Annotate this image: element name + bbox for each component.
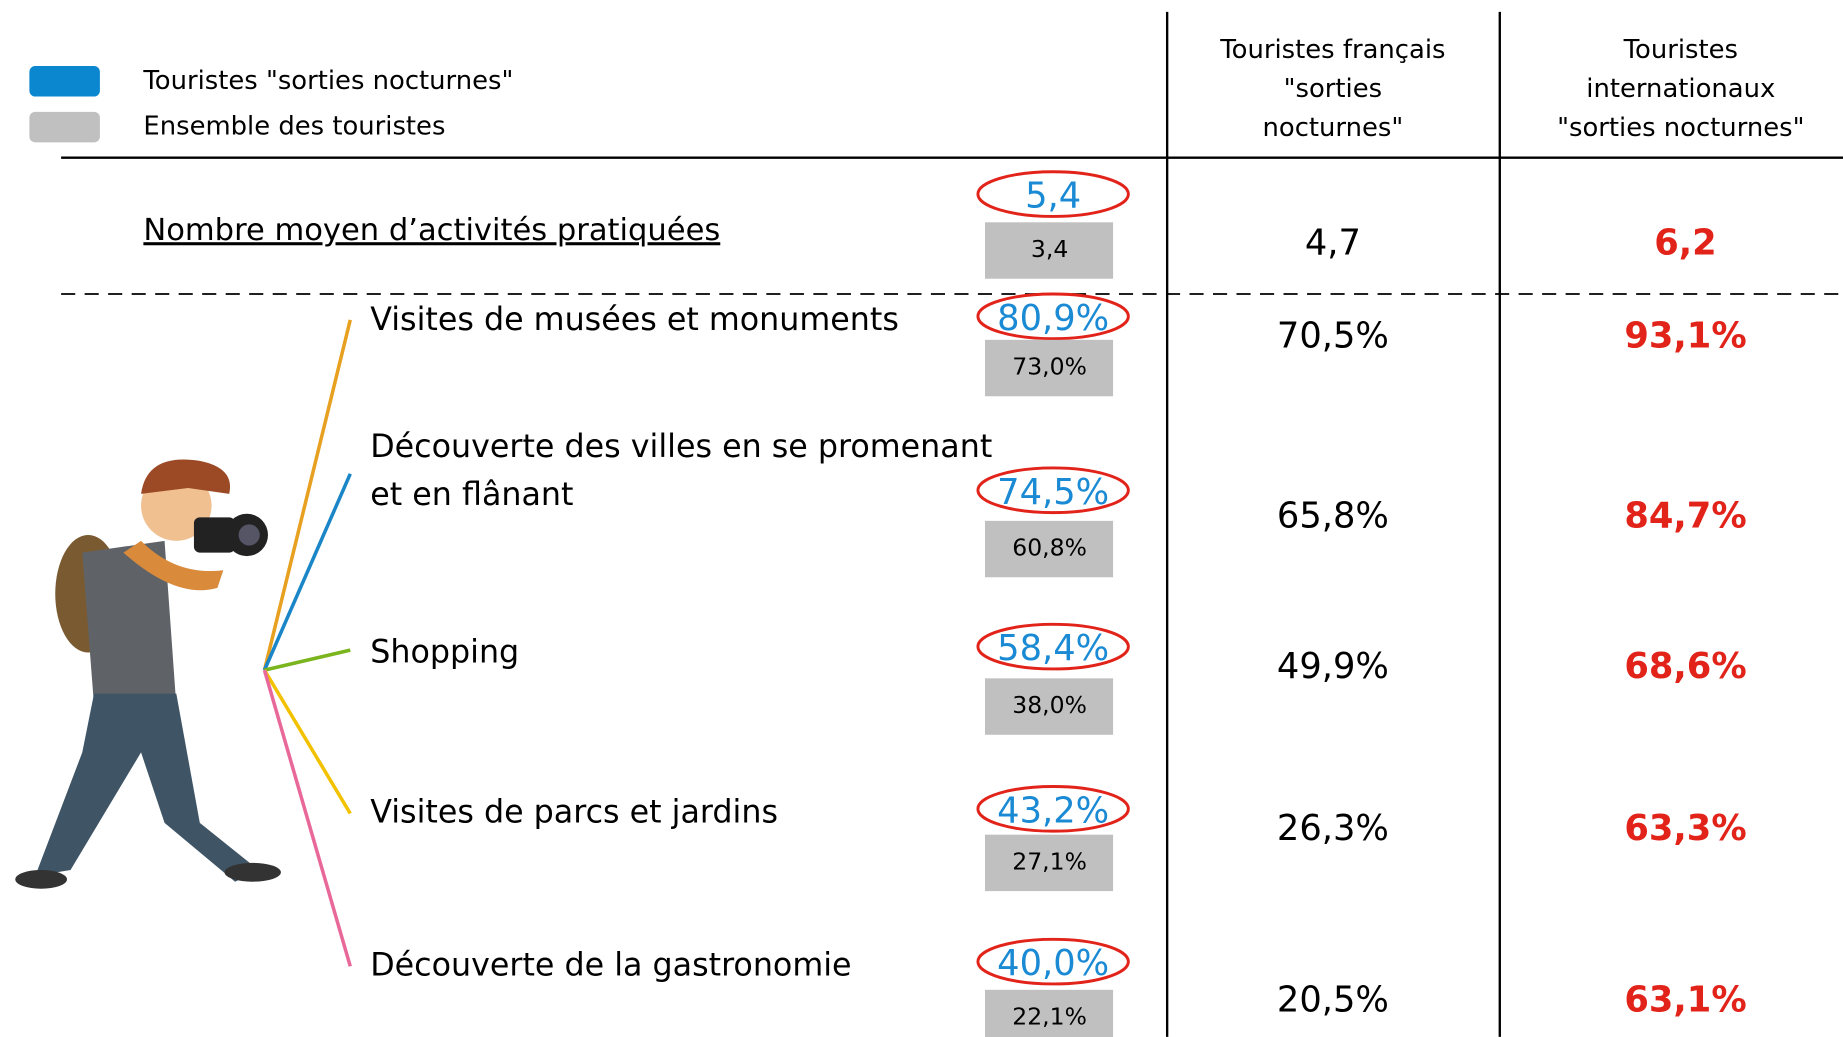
highlight-ellipse	[976, 785, 1130, 833]
all-value-box	[984, 339, 1114, 397]
column-header: nocturnes"	[1263, 113, 1404, 143]
all-value-box	[984, 520, 1114, 578]
connector-line	[262, 669, 352, 815]
highlight-ellipse	[976, 937, 1130, 986]
legend-label: Ensemble des touristes	[143, 112, 445, 142]
activity-label: Découverte de la gastronomie	[370, 947, 851, 983]
all-value: 3,4	[1031, 235, 1068, 263]
legend-label: Touristes "sorties nocturnes"	[142, 66, 513, 96]
column-header: "sorties nocturnes"	[1557, 113, 1804, 143]
connector-line	[262, 319, 352, 671]
french-value: 49,9%	[1277, 646, 1389, 687]
highlight-ellipse	[976, 622, 1130, 671]
highlight-ellipse	[976, 292, 1130, 341]
night-value: 43,2%	[997, 790, 1109, 831]
activity-label: Découverte des villes en se promenant	[370, 429, 992, 465]
all-value-box	[984, 989, 1114, 1037]
night-value: 58,4%	[997, 628, 1109, 669]
night-value: 80,9%	[997, 298, 1109, 339]
all-value: 73,0%	[1012, 353, 1087, 381]
legend-swatch	[29, 111, 100, 143]
intl-value: 63,1%	[1624, 980, 1746, 1021]
activity-label: Visites de musées et monuments	[370, 302, 899, 338]
all-value-box	[984, 834, 1114, 892]
activity-label: Visites de parcs et jardins	[370, 795, 778, 831]
column-header: Touristes français	[1219, 35, 1445, 65]
intl-value: 6,2	[1654, 223, 1716, 264]
connector-line	[262, 669, 352, 967]
connector-line	[262, 473, 352, 671]
night-value: 74,5%	[997, 472, 1109, 513]
all-value-box	[984, 678, 1114, 735]
intl-value: 84,7%	[1624, 495, 1746, 536]
intl-value: 63,3%	[1624, 808, 1746, 849]
summary-label: Nombre moyen d’activités pratiquées	[143, 213, 720, 248]
highlight-ellipse	[976, 466, 1130, 515]
photographer-illustration	[15, 459, 281, 889]
activity-label: Shopping	[370, 635, 519, 671]
french-value: 4,7	[1305, 223, 1361, 264]
all-value: 60,8%	[1012, 534, 1087, 562]
all-value: 27,1%	[1012, 847, 1087, 875]
column-header: internationaux	[1586, 74, 1775, 104]
french-value: 70,5%	[1277, 315, 1389, 356]
night-value: 40,0%	[997, 943, 1109, 984]
french-value: 20,5%	[1277, 980, 1389, 1021]
all-value: 22,1%	[1012, 1003, 1087, 1031]
highlight-ellipse	[976, 170, 1130, 218]
column-header: Touristes	[1623, 35, 1738, 65]
night-value: 5,4	[1025, 176, 1081, 217]
column-header: "sorties	[1284, 74, 1382, 104]
connector-line	[264, 648, 351, 672]
intl-value: 68,6%	[1624, 646, 1746, 687]
french-value: 26,3%	[1277, 808, 1389, 849]
all-value-box	[984, 222, 1114, 279]
activity-label: et en flânant	[370, 477, 573, 513]
intl-value: 93,1%	[1624, 315, 1746, 356]
legend-swatch	[29, 65, 100, 97]
all-value: 38,0%	[1012, 691, 1087, 719]
french-value: 65,8%	[1277, 495, 1389, 536]
